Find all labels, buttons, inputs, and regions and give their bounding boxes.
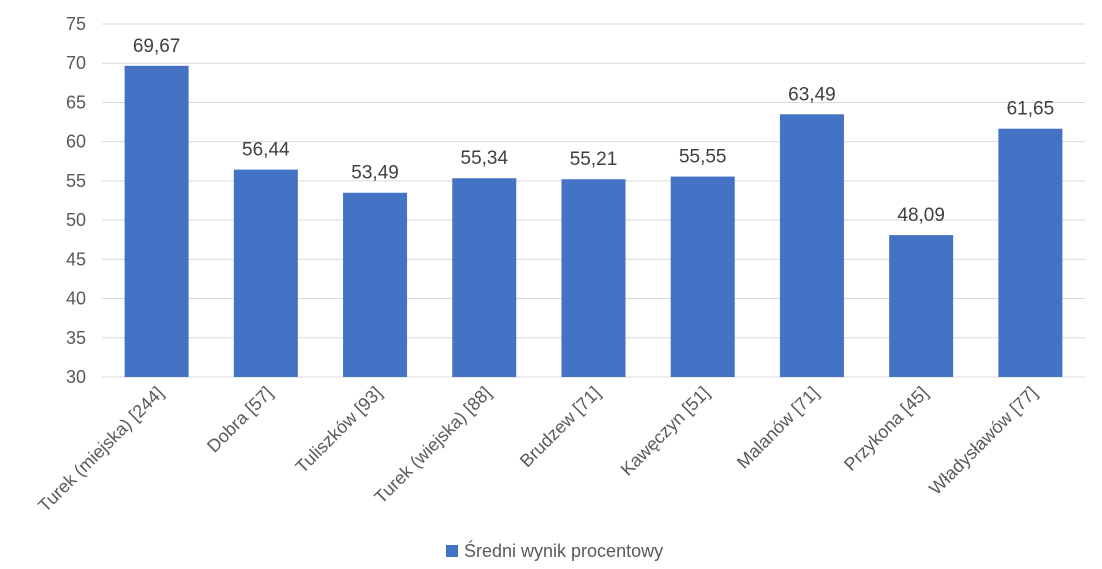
data-label: 63,49 (788, 84, 836, 105)
bar (452, 178, 517, 377)
category-label: Malanów [71] (733, 383, 823, 473)
y-tick-label: 40 (66, 289, 86, 309)
y-tick-label: 65 (66, 92, 86, 112)
bar (998, 128, 1063, 377)
bar (670, 176, 735, 377)
category-label: Brudzew [71] (516, 383, 604, 471)
data-label: 55,55 (679, 147, 727, 168)
legend-swatch (446, 545, 458, 557)
bar (561, 179, 626, 377)
data-label: 69,67 (133, 36, 181, 57)
bar (233, 169, 298, 377)
legend-label: Średni wynik procentowy (464, 540, 663, 561)
bars (124, 65, 1063, 378)
y-tick-label: 70 (66, 53, 86, 73)
y-axis-ticks: 30 35 40 45 50 55 60 65 70 75 (66, 14, 86, 387)
data-label: 53,49 (351, 163, 399, 184)
category-label: Turek (wiejska) [88] (370, 383, 495, 508)
y-tick-label: 30 (66, 367, 86, 387)
x-axis-category-labels: Turek (miejska) [244] Dobra [57] Tuliszków… (34, 383, 1041, 516)
bar (779, 114, 844, 378)
data-label: 48,09 (897, 205, 945, 226)
category-label: Tuliszków [93] (292, 383, 386, 477)
y-tick-label: 35 (66, 328, 86, 348)
category-label: Dobra [57] (203, 383, 277, 457)
data-labels: 69,67 56,44 53,49 55,34 55,21 55,55 63,49 48,09… (133, 36, 1054, 226)
category-label: Władysławów [77] (925, 383, 1041, 499)
y-tick-label: 75 (66, 14, 86, 34)
data-label: 55,21 (570, 149, 618, 170)
category-label: Kawęczyn [51] (617, 383, 714, 480)
y-tick-label: 60 (66, 132, 86, 152)
bar (124, 65, 189, 378)
data-label: 55,34 (461, 148, 509, 169)
y-tick-label: 50 (66, 210, 86, 230)
bar (343, 192, 408, 377)
bar (889, 235, 954, 377)
category-label: Przykona [45] (840, 383, 932, 475)
category-label: Turek (miejska) [244] (34, 383, 167, 516)
y-tick-label: 55 (66, 171, 86, 191)
legend: Średni wynik procentowy (446, 540, 663, 561)
data-label: 61,65 (1007, 99, 1055, 120)
y-tick-label: 45 (66, 249, 86, 269)
data-label: 56,44 (242, 140, 290, 161)
